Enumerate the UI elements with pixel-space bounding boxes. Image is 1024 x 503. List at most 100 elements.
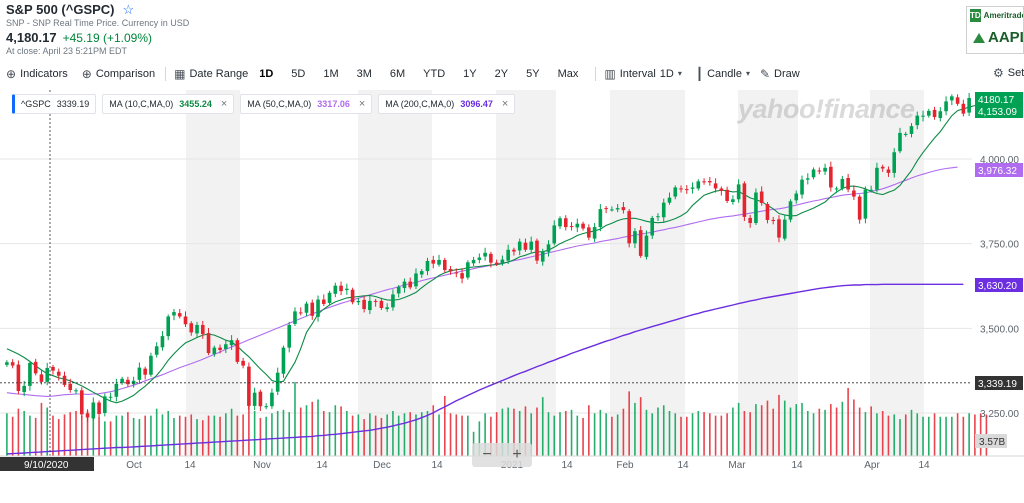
candle-body <box>143 368 147 375</box>
volume-bar <box>789 407 792 456</box>
range-3m[interactable]: 3M <box>356 68 372 80</box>
volume-bar <box>616 414 619 456</box>
volume-bar <box>651 413 654 456</box>
interval-button[interactable]: ▥ Interval 1D ▾ <box>604 68 682 80</box>
candle-body <box>177 313 182 317</box>
date-range-button[interactable]: ▦ Date Range <box>174 68 248 80</box>
volume-bar <box>968 413 970 456</box>
volume-bar <box>795 404 798 456</box>
legend-ma200[interactable]: MA (200,C,MA,0) 3096.47 × <box>378 94 516 114</box>
volume-bar <box>887 415 890 456</box>
pencil-icon: ✎ <box>759 67 771 81</box>
zoom-in-button[interactable]: + <box>512 446 522 463</box>
volume-bar <box>190 414 193 456</box>
volume-bar <box>288 412 291 456</box>
legend-ma10[interactable]: MA (10,C,MA,0) 3455.24 × <box>102 94 235 114</box>
volume-bar <box>201 420 204 456</box>
settings-button[interactable]: ⚙ Settings <box>993 67 1024 79</box>
volume-bar <box>29 415 31 456</box>
draw-button[interactable]: ✎ Draw <box>760 68 800 80</box>
price-tag-label: 3,976.32 <box>978 166 1017 177</box>
price-tag-box <box>975 376 1023 390</box>
candle-body <box>56 371 61 376</box>
range-1d[interactable]: 1D <box>259 68 274 80</box>
candle-body <box>431 259 436 264</box>
volume-bar <box>75 411 77 456</box>
legend-ma50[interactable]: MA (50,C,MA,0) 3317.06 × <box>240 94 373 114</box>
x-tick-label: 14 <box>561 460 573 471</box>
volume-bar <box>219 416 221 456</box>
volume-bar <box>155 408 158 456</box>
candle-body <box>552 225 557 244</box>
close-icon[interactable]: × <box>501 98 509 110</box>
volume-bar <box>121 415 123 456</box>
comparison-button[interactable]: ⊕ Comparison <box>82 68 155 80</box>
candlestick-chart[interactable]: 3,250.00 3,500.00 3,750.00 4,000.00 4180.174… <box>0 90 1024 503</box>
candle-body <box>961 103 966 114</box>
price-tag: 3,976.32 <box>975 163 1023 177</box>
candle-body <box>875 167 879 190</box>
quote-header: S&P 500 (^GSPC) ☆ SNP - SNP Real Time Pr… <box>6 2 606 56</box>
candle-body <box>345 288 349 291</box>
close-icon[interactable]: × <box>358 98 366 110</box>
volume-bar <box>230 408 233 456</box>
candle-body <box>690 187 695 189</box>
volume-bar <box>916 413 919 456</box>
volume-bar <box>737 402 740 456</box>
volume-bar <box>178 415 181 456</box>
volume-bar <box>322 411 325 456</box>
candle-body <box>644 235 649 257</box>
range-5y[interactable]: 5Y <box>526 68 540 80</box>
volume-bar <box>340 406 342 456</box>
range-1m[interactable]: 1M <box>323 68 339 80</box>
range-6m[interactable]: 6M <box>389 68 406 80</box>
yahoo-finance-watermark: yahoo!finance <box>738 94 915 124</box>
volume-bar <box>933 413 936 456</box>
range-max[interactable]: Max <box>557 68 579 80</box>
candle-body <box>28 362 32 386</box>
candle-body <box>471 259 476 264</box>
price-tag: 4,153.09 <box>975 104 1023 118</box>
volume-bar <box>253 411 256 456</box>
zoom-out-button[interactable]: − <box>482 446 492 463</box>
candle-body <box>731 199 735 203</box>
volume-bar <box>812 413 815 456</box>
x-tick-label: Apr <box>864 460 880 471</box>
x-tick-label: 14 <box>918 460 930 471</box>
volume-bar <box>132 417 135 456</box>
volume-bar <box>634 402 636 456</box>
range-2y[interactable]: 2Y <box>494 68 509 80</box>
candle-body <box>224 344 228 349</box>
range-ytd[interactable]: YTD <box>423 68 446 80</box>
volume-tag-label: 3.57B <box>979 437 1005 448</box>
candle-body <box>788 201 793 220</box>
volume-bar <box>196 419 198 456</box>
candle-body <box>466 262 470 278</box>
volume-bar <box>420 412 423 456</box>
volume-bar <box>570 409 573 456</box>
close-icon[interactable]: × <box>220 98 228 110</box>
range-5d[interactable]: 5D <box>291 68 306 80</box>
volume-bar <box>334 405 337 456</box>
star-icon[interactable]: ☆ <box>122 2 135 17</box>
candle-body <box>500 259 505 263</box>
crosshair-date-label: 9/10/2020 <box>24 460 69 471</box>
volume-bar <box>380 417 383 456</box>
candle-body <box>569 226 574 228</box>
volume-bar <box>945 416 947 456</box>
range-1y[interactable]: 1Y <box>463 68 477 80</box>
legend-main[interactable]: ^GSPC 3339.19 <box>12 94 97 114</box>
candle-body <box>829 166 833 188</box>
candle-body <box>22 385 26 393</box>
volume-bar <box>46 407 49 456</box>
candle-button[interactable]: ┃ Candle ▾ <box>696 68 750 80</box>
chart-area[interactable]: 3,250.00 3,500.00 3,750.00 4,000.00 4180.17 4… <box>0 90 1024 503</box>
candle-label: Candle <box>707 68 742 80</box>
price-tag-label: 4,153.09 <box>978 107 1017 118</box>
volume-bar <box>438 414 440 456</box>
candle-body <box>368 300 372 311</box>
indicators-button[interactable]: ⊕ Indicators <box>6 68 68 80</box>
calendar-icon: ▦ <box>174 67 186 81</box>
volume-bar <box>92 416 95 456</box>
advertisement[interactable]: TD Ameritrade AAPL <box>966 6 1024 54</box>
